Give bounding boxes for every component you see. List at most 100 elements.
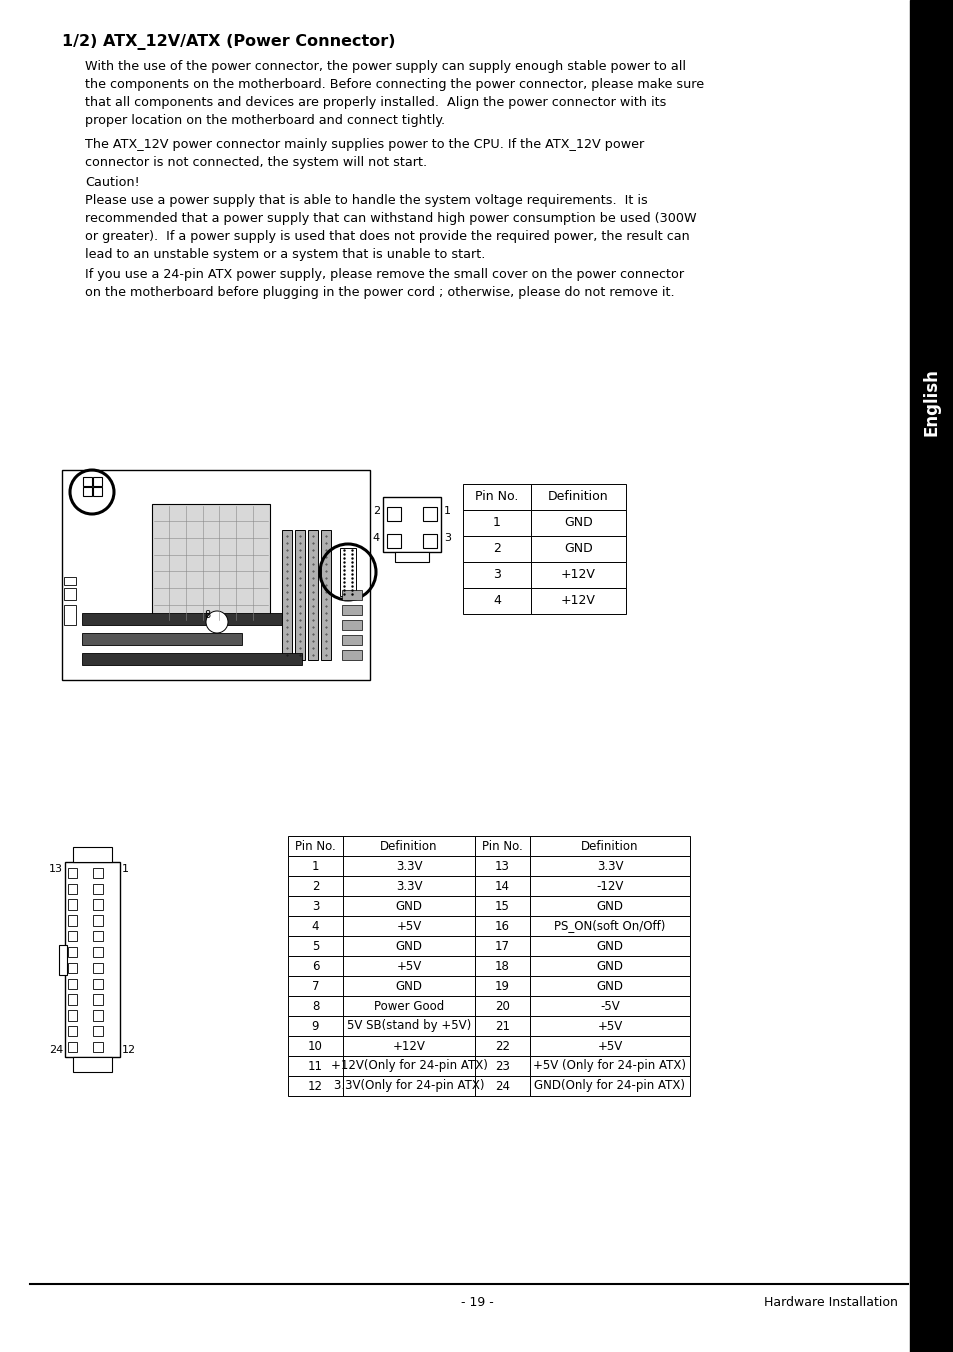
- Bar: [530, 1056, 689, 1076]
- Bar: [462, 588, 531, 614]
- Bar: [308, 530, 317, 660]
- Text: GND: GND: [395, 979, 422, 992]
- Bar: [530, 896, 689, 917]
- Bar: [288, 1076, 343, 1096]
- Text: 4: 4: [373, 533, 379, 544]
- Text: 3: 3: [312, 899, 319, 913]
- Text: 8: 8: [312, 999, 319, 1013]
- Text: +5V (Only for 24-pin ATX): +5V (Only for 24-pin ATX): [533, 1060, 686, 1072]
- Bar: [92, 477, 102, 485]
- Bar: [64, 577, 76, 585]
- Bar: [531, 484, 625, 510]
- Bar: [462, 562, 531, 588]
- Bar: [288, 917, 343, 936]
- Text: GND: GND: [395, 940, 422, 953]
- Bar: [343, 996, 475, 1015]
- Text: 22: 22: [495, 1040, 510, 1052]
- Bar: [68, 1026, 77, 1037]
- Text: 13: 13: [49, 864, 63, 873]
- Bar: [93, 899, 103, 910]
- Text: Definition: Definition: [380, 840, 437, 853]
- Bar: [475, 917, 530, 936]
- Bar: [68, 868, 77, 877]
- Bar: [343, 876, 475, 896]
- Text: or greater).  If a power supply is used that does not provide the required power: or greater). If a power supply is used t…: [85, 230, 689, 243]
- Bar: [288, 936, 343, 956]
- Bar: [294, 530, 305, 660]
- Text: 14: 14: [495, 880, 510, 892]
- Bar: [530, 1015, 689, 1036]
- Text: 20: 20: [495, 999, 510, 1013]
- Bar: [343, 1056, 475, 1076]
- Bar: [341, 650, 361, 660]
- Text: +5V: +5V: [597, 1040, 622, 1052]
- Bar: [530, 856, 689, 876]
- Bar: [68, 884, 77, 894]
- Text: -12V: -12V: [596, 880, 623, 892]
- Text: 3.3V: 3.3V: [395, 880, 422, 892]
- Bar: [341, 635, 361, 645]
- Bar: [83, 487, 91, 496]
- Bar: [68, 963, 77, 973]
- Bar: [93, 932, 103, 941]
- Text: on the motherboard before plugging in the power cord ; otherwise, please do not : on the motherboard before plugging in th…: [85, 287, 674, 299]
- Bar: [288, 956, 343, 976]
- Text: 19: 19: [495, 979, 510, 992]
- Bar: [475, 996, 530, 1015]
- Bar: [64, 604, 76, 625]
- Bar: [475, 856, 530, 876]
- Bar: [152, 504, 270, 622]
- Bar: [341, 604, 361, 615]
- Text: Please use a power supply that is able to handle the system voltage requirements: Please use a power supply that is able t…: [85, 193, 647, 207]
- Bar: [462, 484, 531, 510]
- Bar: [531, 535, 625, 562]
- Bar: [93, 946, 103, 957]
- Text: -5V: -5V: [599, 999, 619, 1013]
- Bar: [73, 846, 112, 863]
- Bar: [475, 936, 530, 956]
- Bar: [282, 530, 292, 660]
- Text: 7: 7: [312, 979, 319, 992]
- Text: GND: GND: [596, 979, 623, 992]
- Bar: [320, 530, 331, 660]
- Bar: [387, 507, 400, 521]
- Text: 1: 1: [122, 864, 129, 873]
- Text: 2: 2: [373, 506, 379, 515]
- Text: - 19 -: - 19 -: [460, 1295, 493, 1309]
- Text: 18: 18: [495, 960, 510, 972]
- Text: 12: 12: [308, 1079, 323, 1092]
- Bar: [64, 588, 76, 600]
- Bar: [93, 884, 103, 894]
- Bar: [530, 956, 689, 976]
- Bar: [68, 1042, 77, 1052]
- Bar: [339, 548, 355, 596]
- Bar: [531, 562, 625, 588]
- Text: 1: 1: [312, 860, 319, 872]
- Text: GND: GND: [596, 960, 623, 972]
- Bar: [343, 1036, 475, 1056]
- Text: The ATX_12V power connector mainly supplies power to the CPU. If the ATX_12V pow: The ATX_12V power connector mainly suppl…: [85, 138, 643, 151]
- Bar: [909, 0, 953, 1352]
- Text: Pin No.: Pin No.: [475, 491, 518, 503]
- Text: 12: 12: [122, 1045, 136, 1055]
- Text: 24: 24: [49, 1045, 63, 1055]
- Text: 1: 1: [443, 506, 451, 515]
- Bar: [343, 836, 475, 856]
- Text: the components on the motherboard. Before connecting the power connector, please: the components on the motherboard. Befor…: [85, 78, 703, 91]
- Bar: [68, 915, 77, 926]
- Bar: [530, 917, 689, 936]
- Text: Power Good: Power Good: [374, 999, 444, 1013]
- Circle shape: [206, 611, 228, 633]
- Bar: [475, 976, 530, 996]
- Text: 4: 4: [493, 595, 500, 607]
- Bar: [288, 1015, 343, 1036]
- Text: +12V(Only for 24-pin ATX): +12V(Only for 24-pin ATX): [331, 1060, 487, 1072]
- Bar: [343, 896, 475, 917]
- Text: 5V SB(stand by +5V): 5V SB(stand by +5V): [347, 1019, 471, 1033]
- Text: GND: GND: [596, 899, 623, 913]
- Text: proper location on the motherboard and connect tightly.: proper location on the motherboard and c…: [85, 114, 445, 127]
- Bar: [530, 876, 689, 896]
- Bar: [68, 946, 77, 957]
- Bar: [92, 487, 102, 496]
- Text: 21: 21: [495, 1019, 510, 1033]
